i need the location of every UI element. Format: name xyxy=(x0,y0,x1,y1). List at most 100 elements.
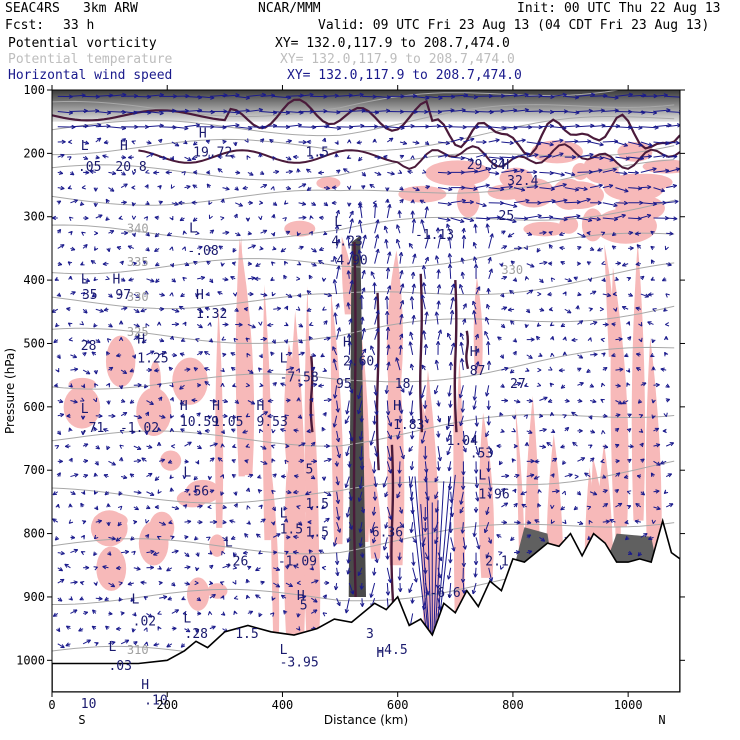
x-axis-tick-label: 0 xyxy=(48,698,55,712)
wind-vector xyxy=(536,382,542,387)
wind-vector xyxy=(475,537,481,550)
wind-vector xyxy=(526,429,533,434)
wind-vector xyxy=(374,327,380,340)
wind-vector xyxy=(420,385,426,399)
wind-vector xyxy=(259,383,264,388)
wind-vector xyxy=(664,245,669,251)
wind-vector xyxy=(68,457,73,463)
wind-vector xyxy=(283,274,288,280)
wind-vector xyxy=(81,383,86,389)
wind-vector xyxy=(104,491,110,496)
wind-vector xyxy=(184,628,191,633)
wind-vector xyxy=(373,476,378,488)
wind-vector xyxy=(626,382,631,387)
wind-vector xyxy=(309,505,314,511)
wind-vector xyxy=(336,327,341,340)
wind-vector xyxy=(586,261,592,266)
wind-vector xyxy=(181,246,186,251)
wind-vector xyxy=(398,582,403,593)
wind-vector xyxy=(336,265,341,279)
wind-vector xyxy=(283,518,289,523)
wind-vector xyxy=(222,139,227,145)
wind-vector xyxy=(247,565,252,570)
wind-vector xyxy=(298,92,314,98)
wind-vector xyxy=(473,256,478,264)
wind-vector xyxy=(222,536,229,542)
wind-vector xyxy=(634,519,641,524)
field-extremum-label: H xyxy=(199,127,207,142)
wind-vector xyxy=(203,351,211,356)
wind-vector xyxy=(196,308,204,313)
wind-vector xyxy=(64,444,71,449)
wind-vector xyxy=(663,307,668,312)
wind-vector xyxy=(295,306,301,311)
wind-vector xyxy=(131,550,136,556)
wind-vector xyxy=(560,261,565,266)
wind-vector xyxy=(247,400,256,405)
wind-vector xyxy=(82,308,88,314)
wind-vector xyxy=(80,534,85,540)
wind-vector xyxy=(410,155,415,160)
wind-vector xyxy=(259,138,265,143)
wind-vector xyxy=(334,153,339,158)
wind-vector xyxy=(524,382,529,387)
wind-vector xyxy=(602,413,608,419)
field-extremum-label: 97 xyxy=(115,288,131,303)
wind-vector xyxy=(120,611,125,616)
field-extremum-label: L xyxy=(108,640,116,655)
wind-vector xyxy=(501,230,506,235)
wind-vector xyxy=(284,459,289,465)
wind-vector xyxy=(614,276,619,281)
wind-vector xyxy=(57,412,65,418)
wind-vector xyxy=(346,154,352,159)
wind-vector xyxy=(446,567,452,580)
wind-vector xyxy=(245,594,251,600)
wind-vector xyxy=(513,152,531,158)
wind-vector xyxy=(169,216,174,221)
pv-shade-blob xyxy=(138,521,169,566)
wind-vector xyxy=(399,385,405,393)
wind-vector xyxy=(640,458,645,463)
wind-vector xyxy=(386,461,393,474)
wind-vector xyxy=(273,169,280,175)
wind-vector xyxy=(57,550,65,556)
wind-vector xyxy=(57,261,63,266)
pv-shade-blob xyxy=(398,185,447,203)
wind-vector xyxy=(399,445,405,460)
wind-vector xyxy=(191,155,198,161)
field-extremum-label: .56 xyxy=(186,485,209,500)
wind-vector xyxy=(463,137,475,143)
wind-vector xyxy=(247,261,252,266)
wind-vector xyxy=(397,552,402,561)
wind-vector xyxy=(231,428,236,433)
wind-vector xyxy=(640,167,657,173)
wind-vector xyxy=(663,412,668,417)
wind-vector xyxy=(322,612,328,617)
wind-vector xyxy=(105,625,110,630)
wind-vector xyxy=(273,566,281,572)
wind-vector xyxy=(652,308,657,313)
wind-vector xyxy=(637,399,643,404)
wind-vector xyxy=(611,322,616,327)
x-axis-title: Distance (km) xyxy=(324,713,408,727)
wind-vector xyxy=(106,338,112,343)
wind-vector xyxy=(245,382,250,388)
wind-vector xyxy=(361,327,366,340)
wind-vector xyxy=(206,536,211,541)
wind-vector xyxy=(514,550,520,555)
wind-vector xyxy=(664,351,669,357)
wind-vector xyxy=(156,535,162,540)
wind-vector xyxy=(296,505,301,510)
wind-vector xyxy=(513,443,518,449)
wind-vector xyxy=(140,308,147,313)
wind-vector xyxy=(496,443,502,449)
wind-vector xyxy=(259,170,265,175)
wind-vector xyxy=(171,626,177,631)
wind-vector xyxy=(498,460,503,466)
wind-vector xyxy=(146,140,152,145)
wind-vector xyxy=(564,473,573,478)
wind-vector xyxy=(232,292,238,297)
wind-vector xyxy=(575,305,580,310)
wind-vector xyxy=(425,185,431,190)
wind-vector xyxy=(627,413,632,418)
